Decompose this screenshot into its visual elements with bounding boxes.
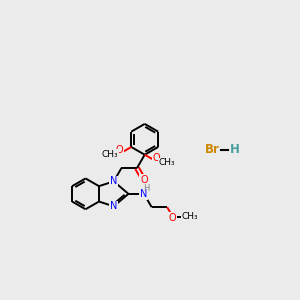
Text: CH₃: CH₃ [102, 150, 118, 159]
Text: N: N [140, 189, 148, 199]
Text: O: O [140, 175, 148, 185]
Text: N: N [110, 201, 117, 211]
Text: O: O [169, 213, 176, 223]
Text: Br: Br [204, 143, 219, 157]
Text: CH₃: CH₃ [182, 212, 198, 221]
Text: N: N [110, 176, 117, 186]
Text: H: H [230, 143, 240, 157]
Text: CH₃: CH₃ [158, 158, 175, 167]
Text: O: O [153, 153, 160, 163]
Text: O: O [116, 145, 123, 155]
Text: H: H [143, 184, 149, 193]
